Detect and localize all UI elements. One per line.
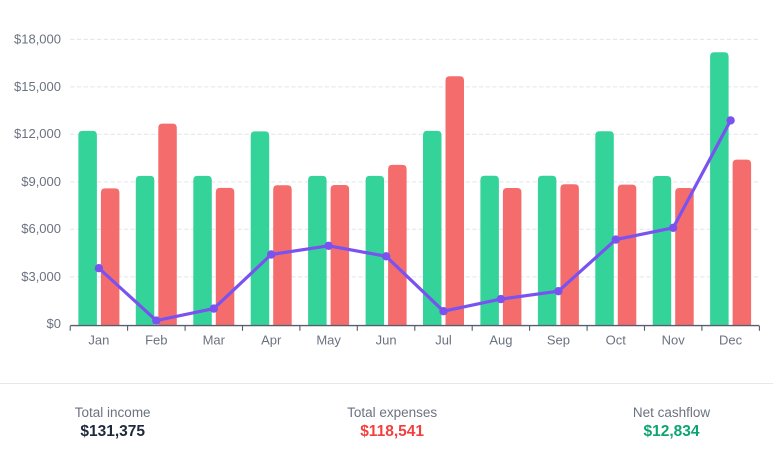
svg-text:Jul: Jul bbox=[435, 333, 452, 348]
svg-text:$15,000: $15,000 bbox=[14, 79, 61, 94]
svg-text:Feb: Feb bbox=[145, 333, 167, 348]
svg-text:$18,000: $18,000 bbox=[14, 31, 61, 46]
svg-text:Oct: Oct bbox=[606, 333, 627, 348]
svg-text:Nov: Nov bbox=[662, 333, 686, 348]
svg-text:$6,000: $6,000 bbox=[21, 221, 61, 236]
svg-text:Apr: Apr bbox=[261, 333, 282, 348]
svg-text:$12,000: $12,000 bbox=[14, 126, 61, 141]
svg-text:Sep: Sep bbox=[547, 333, 570, 348]
svg-text:Jun: Jun bbox=[376, 333, 397, 348]
svg-text:$0: $0 bbox=[47, 316, 61, 331]
svg-text:Jan: Jan bbox=[88, 333, 109, 348]
svg-text:Mar: Mar bbox=[203, 333, 226, 348]
svg-text:$9,000: $9,000 bbox=[21, 174, 61, 189]
svg-text:$3,000: $3,000 bbox=[21, 269, 61, 284]
svg-text:Dec: Dec bbox=[719, 333, 743, 348]
svg-text:Aug: Aug bbox=[489, 333, 512, 348]
svg-text:May: May bbox=[316, 333, 341, 348]
